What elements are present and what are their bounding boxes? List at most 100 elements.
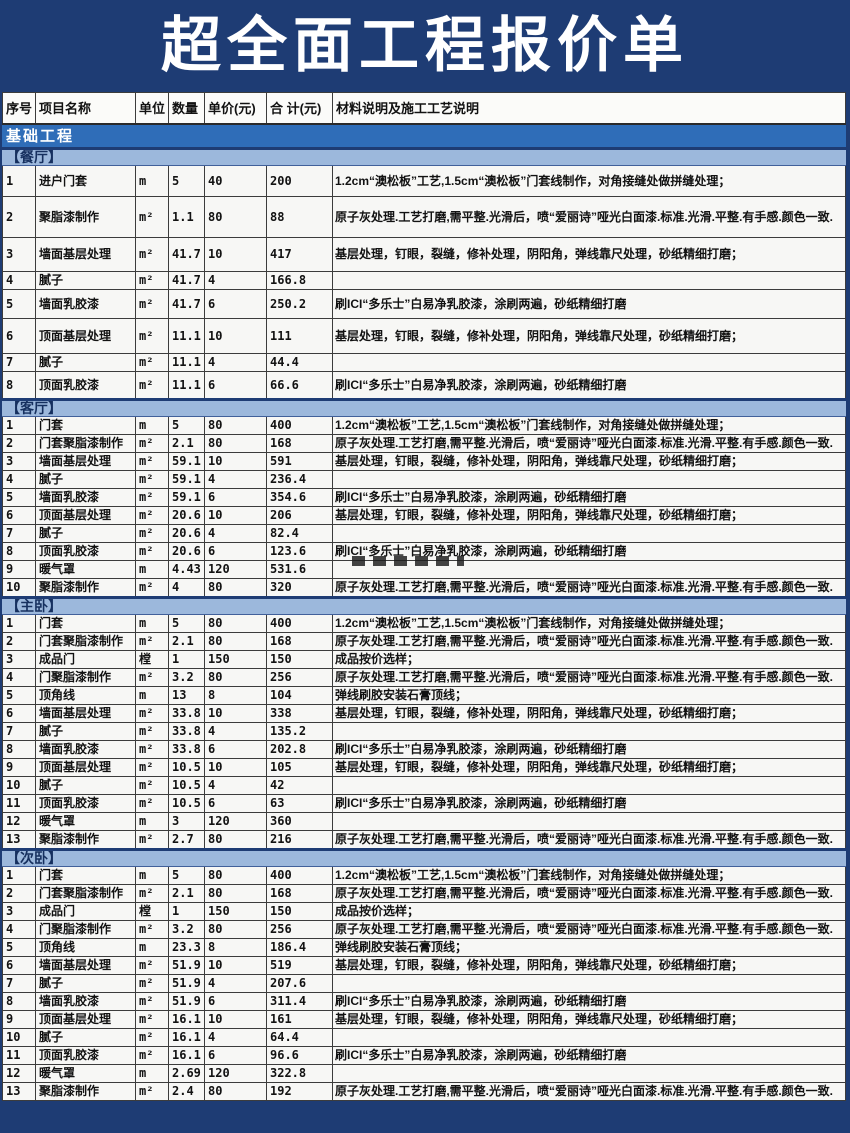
cell-serial: 8 bbox=[2, 740, 36, 759]
cell-quantity: 5 bbox=[168, 165, 205, 197]
cell-item-name: 顶面基层处理 bbox=[35, 1010, 136, 1029]
cell-total: 400 bbox=[266, 866, 333, 885]
cell-description: 原子灰处理.工艺打磨,需平整.光滑后，喷“爱丽诗”哑光白面漆.标准.光滑.平整.… bbox=[332, 884, 846, 903]
cell-total: 111 bbox=[266, 318, 333, 354]
cell-unit-price: 8 bbox=[204, 686, 267, 705]
cell-item-name: 成品门 bbox=[35, 902, 136, 921]
table-row: 4 门聚脂漆制作 m² 3.2 80 256 原子灰处理.工艺打磨,需平整.光滑后，喷“爱丽… bbox=[2, 668, 846, 687]
cell-total: 168 bbox=[266, 884, 333, 903]
table-row: 13 聚脂漆制作 m² 2.4 80 192 原子灰处理.工艺打磨,需平整.光滑后，喷“爱丽… bbox=[2, 1082, 846, 1101]
cell-quantity: 4 bbox=[168, 578, 205, 598]
cell-unit: m² bbox=[135, 237, 169, 272]
cell-quantity: 5 bbox=[168, 614, 205, 633]
cell-total: 256 bbox=[266, 920, 333, 939]
table-row: 3 墙面基层处理 m² 41.7 10 417 基层处理，钉眼，裂缝，修补处理，阴阳角，弹线… bbox=[2, 237, 846, 272]
table-row: 12 暖气罩 m 3 120 360 bbox=[2, 812, 846, 831]
cell-unit-price: 80 bbox=[204, 614, 267, 633]
cell-unit-price: 10 bbox=[204, 1010, 267, 1029]
cell-item-name: 顶角线 bbox=[35, 686, 136, 705]
cell-unit-price: 120 bbox=[204, 560, 267, 579]
table-row: 8 墙面乳胶漆 m² 51.9 6 311.4 刷ICI“多乐士”白易净乳胶漆，涂刷两遍，砂… bbox=[2, 992, 846, 1011]
table-row: 5 墙面乳胶漆 m² 41.7 6 250.2 刷ICI“多乐士”白易净乳胶漆，涂刷两遍，砂… bbox=[2, 289, 846, 319]
cell-unit: m bbox=[135, 416, 169, 435]
cell-description: 弹线刷胶安装石膏顶线； bbox=[332, 686, 846, 705]
cell-serial: 2 bbox=[2, 632, 36, 651]
table-row: 6 顶面基层处理 m² 11.1 10 111 基层处理，钉眼，裂缝，修补处理，阴阳角，弹线… bbox=[2, 318, 846, 354]
cell-quantity: 11.1 bbox=[168, 371, 205, 400]
table-row: 9 暖气罩 m 4.43 120 531.6 bbox=[2, 560, 846, 579]
cell-serial: 4 bbox=[2, 668, 36, 687]
cell-item-name: 门聚脂漆制作 bbox=[35, 920, 136, 939]
cell-item-name: 进户门套 bbox=[35, 165, 136, 197]
cell-unit-price: 4 bbox=[204, 1028, 267, 1047]
cell-total: 123.6 bbox=[266, 542, 333, 561]
cell-quantity: 16.1 bbox=[168, 1046, 205, 1065]
cell-unit-price: 80 bbox=[204, 1082, 267, 1101]
section-header: 【餐厅】 bbox=[2, 147, 846, 166]
cell-unit: m² bbox=[135, 353, 169, 372]
cell-unit-price: 4 bbox=[204, 524, 267, 543]
cell-unit-price: 80 bbox=[204, 884, 267, 903]
cell-serial: 2 bbox=[2, 196, 36, 238]
cell-unit: m² bbox=[135, 196, 169, 238]
cell-serial: 1 bbox=[2, 416, 36, 435]
cell-unit-price: 6 bbox=[204, 794, 267, 813]
title-band: 超全面工程报价单 bbox=[0, 0, 850, 92]
table-row: 10 腻子 m² 10.5 4 42 bbox=[2, 776, 846, 795]
cell-unit: m² bbox=[135, 884, 169, 903]
cell-item-name: 腻子 bbox=[35, 974, 136, 993]
cell-total: 66.6 bbox=[266, 371, 333, 400]
cell-description: 刷ICI“多乐士”白易净乳胶漆，涂刷两遍，砂纸精细打磨 bbox=[332, 371, 846, 400]
cell-total: 135.2 bbox=[266, 722, 333, 741]
cell-unit-price: 120 bbox=[204, 1064, 267, 1083]
cell-item-name: 门聚脂漆制作 bbox=[35, 668, 136, 687]
cell-description bbox=[332, 560, 846, 579]
cell-serial: 5 bbox=[2, 938, 36, 957]
cell-unit-price: 80 bbox=[204, 578, 267, 598]
cell-total: 82.4 bbox=[266, 524, 333, 543]
cell-total: 354.6 bbox=[266, 488, 333, 507]
cell-quantity: 33.8 bbox=[168, 722, 205, 741]
cell-item-name: 顶面基层处理 bbox=[35, 318, 136, 354]
cell-serial: 4 bbox=[2, 920, 36, 939]
cell-unit-price: 4 bbox=[204, 353, 267, 372]
cell-unit-price: 120 bbox=[204, 812, 267, 831]
column-header-1: 项目名称 bbox=[35, 92, 136, 125]
cell-total: 44.4 bbox=[266, 353, 333, 372]
cell-description: 刷ICI“多乐士”白易净乳胶漆，涂刷两遍，砂纸精细打磨 bbox=[332, 542, 846, 561]
cell-serial: 5 bbox=[2, 289, 36, 319]
cell-item-name: 顶面基层处理 bbox=[35, 506, 136, 525]
cell-description: 1.2cm“澳松板”工艺,1.5cm“澳松板”门套线制作，对角接缝处做拼缝处理； bbox=[332, 866, 846, 885]
table-row: 1 门套 m 5 80 400 1.2cm“澳松板”工艺,1.5cm“澳松板”门套线制作，对… bbox=[2, 416, 846, 435]
cell-serial: 11 bbox=[2, 1046, 36, 1065]
cell-unit: m² bbox=[135, 488, 169, 507]
cell-description bbox=[332, 974, 846, 993]
cell-description: 刷ICI“多乐士”白易净乳胶漆，涂刷两遍，砂纸精细打磨 bbox=[332, 488, 846, 507]
cell-description: 基层处理，钉眼，裂缝，修补处理，阴阳角，弹线靠尺处理，砂纸精细打磨； bbox=[332, 452, 846, 471]
table-row: 3 成品门樘 1 150 150 成品按价选样； bbox=[2, 650, 846, 669]
cell-total: 88 bbox=[266, 196, 333, 238]
table-row: 4 腻子 m² 41.7 4 166.8 bbox=[2, 271, 846, 290]
cell-unit-price: 150 bbox=[204, 902, 267, 921]
cell-description: 原子灰处理.工艺打磨,需平整.光滑后，喷“爱丽诗”哑光白面漆.标准.光滑.平整.… bbox=[332, 632, 846, 651]
cell-quantity: 41.7 bbox=[168, 289, 205, 319]
cell-unit: m² bbox=[135, 1082, 169, 1101]
cell-unit: m² bbox=[135, 740, 169, 759]
cell-item-name: 顶角线 bbox=[35, 938, 136, 957]
cell-total: 320 bbox=[266, 578, 333, 598]
cell-quantity: 1 bbox=[168, 902, 205, 921]
cell-quantity: 10.5 bbox=[168, 794, 205, 813]
cell-item-name: 成品门 bbox=[35, 650, 136, 669]
cell-item-name: 门套 bbox=[35, 614, 136, 633]
cell-description bbox=[332, 1064, 846, 1083]
cell-unit: m bbox=[135, 866, 169, 885]
cell-serial: 4 bbox=[2, 271, 36, 290]
cell-description: 1.2cm“澳松板”工艺,1.5cm“澳松板”门套线制作，对角接缝处做拼缝处理； bbox=[332, 614, 846, 633]
cell-total: 207.6 bbox=[266, 974, 333, 993]
column-header-5: 合 计(元) bbox=[266, 92, 333, 125]
cell-total: 166.8 bbox=[266, 271, 333, 290]
cell-total: 63 bbox=[266, 794, 333, 813]
cell-quantity: 41.7 bbox=[168, 271, 205, 290]
cell-unit: m² bbox=[135, 289, 169, 319]
cell-item-name: 暖气罩 bbox=[35, 812, 136, 831]
